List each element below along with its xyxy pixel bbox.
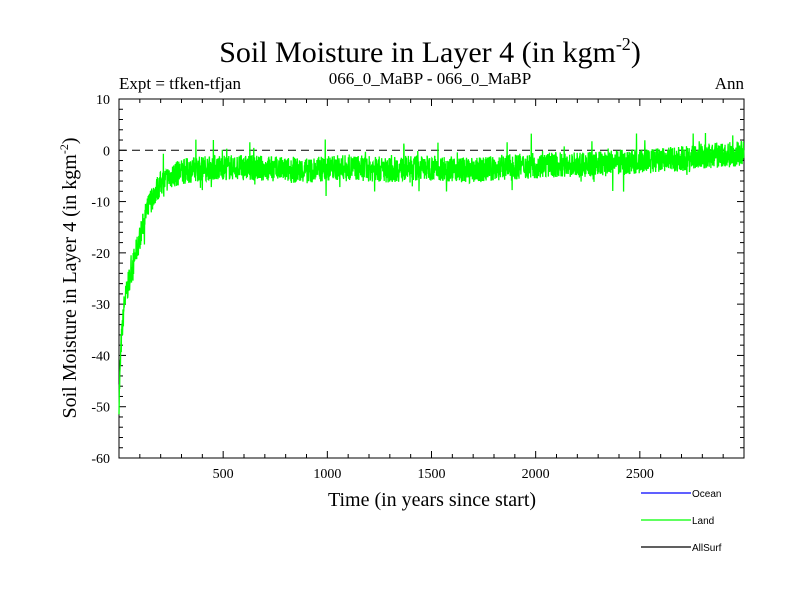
y-axis-label-sup: -2	[57, 144, 71, 154]
x-tick-label: 2500	[626, 467, 654, 482]
x-tick-label: 1000	[313, 467, 341, 482]
y-tick-label: -30	[91, 298, 110, 313]
x-tick-label: 1500	[418, 467, 446, 482]
chart-title: Soil Moisture in Layer 4 (in kgm-2)	[219, 34, 641, 69]
chart-subtitle: 066_0_MaBP - 066_0_MaBP	[329, 69, 531, 88]
x-tick-label: 2000	[522, 467, 550, 482]
legend-label-land: Land	[692, 516, 714, 527]
y-tick-label: -40	[91, 349, 110, 364]
y-tick-label: -20	[91, 247, 110, 262]
series-line-land	[118, 132, 745, 415]
y-tick-label: -10	[91, 196, 110, 211]
legend-label-allsurf: AllSurf	[692, 543, 722, 554]
y-axis-label: Soil Moisture in Layer 4 (in kgm-2)	[57, 137, 81, 418]
x-axis-label: Time (in years since start)	[328, 489, 536, 511]
y-axis-label-main: Soil Moisture in Layer 4 (in kgm	[59, 154, 81, 419]
legend: Ocean Land AllSurf	[641, 489, 722, 554]
expt-label: Expt = tfken-tfjan	[119, 74, 241, 93]
axis-tick-labels: 10 0 -10 -20 -30 -40 -50 -60 500 1000 1500 2000 2500	[91, 93, 654, 482]
y-tick-label: 10	[96, 93, 110, 108]
series-lines	[118, 132, 745, 415]
chart-title-sup: -2	[616, 34, 631, 54]
x-tick-label: 500	[213, 467, 234, 482]
season-label: Ann	[715, 74, 745, 93]
chart-title-close: )	[631, 36, 641, 69]
y-tick-label: -60	[91, 452, 110, 467]
chart-title-main: Soil Moisture in Layer 4 (in kgm	[219, 36, 616, 69]
legend-label-ocean: Ocean	[692, 489, 721, 500]
axis-ticks	[119, 98, 744, 459]
y-tick-label: -50	[91, 401, 110, 416]
y-axis-label-close: )	[59, 137, 81, 144]
y-tick-label: 0	[103, 144, 110, 159]
